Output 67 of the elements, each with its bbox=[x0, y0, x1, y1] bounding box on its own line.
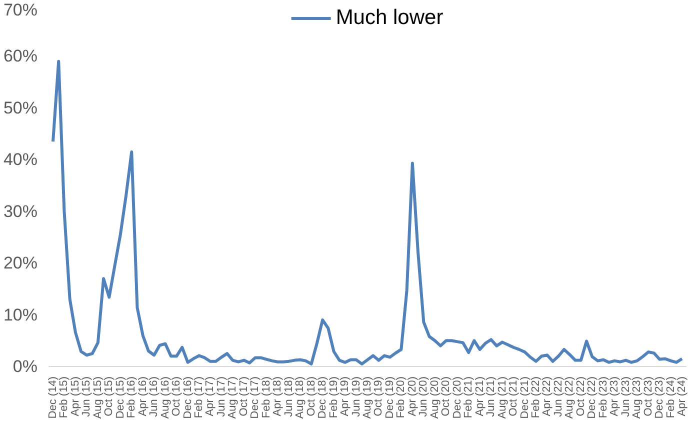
x-tick-label: Feb (19) bbox=[328, 376, 340, 418]
y-tick-label: 0% bbox=[12, 357, 38, 376]
x-tick-label: Jun (16) bbox=[148, 376, 160, 417]
x-tick-label: Dec (20) bbox=[451, 376, 464, 419]
x-tick-label: Oct (16) bbox=[170, 376, 183, 416]
y-tick-label: 20% bbox=[3, 254, 38, 273]
y-tick-label: 30% bbox=[3, 202, 38, 221]
x-tick-label: Apr (22) bbox=[541, 376, 554, 416]
x-tick-label: Aug (16) bbox=[159, 376, 172, 419]
legend-label: Much lower bbox=[336, 6, 444, 30]
x-tick-label: Oct (18) bbox=[305, 376, 318, 416]
x-tick-label: Dec (14) bbox=[46, 376, 59, 419]
x-tick-label: Apr (21) bbox=[474, 376, 486, 416]
x-tick-label: Dec (16) bbox=[182, 376, 194, 419]
x-tick-label: Feb (16) bbox=[126, 376, 138, 418]
x-tick-label: Feb (17) bbox=[193, 376, 206, 418]
x-tick-label: Aug (15) bbox=[92, 376, 104, 419]
x-tick-label: Aug (20) bbox=[428, 376, 441, 419]
x-tick-label: Apr (16) bbox=[136, 376, 149, 416]
x-tick-label: Oct (20) bbox=[440, 376, 452, 416]
x-tick-label: Aug (18) bbox=[294, 376, 306, 419]
x-tick-label: Dec (19) bbox=[384, 376, 396, 419]
x-tick-label: Oct (21) bbox=[508, 376, 520, 416]
line-series bbox=[51, 60, 684, 366]
x-tick-label: Aug (22) bbox=[564, 376, 576, 419]
x-tick-label: Jun (21) bbox=[485, 376, 498, 417]
x-tick-label: Oct (22) bbox=[574, 376, 587, 416]
y-tick-label: 40% bbox=[3, 150, 38, 170]
x-tick-label: Feb (24) bbox=[664, 376, 677, 418]
y-tick-label: 10% bbox=[3, 305, 38, 324]
x-tick-label: Apr (19) bbox=[339, 376, 352, 416]
x-tick-label: Oct (17) bbox=[238, 376, 250, 416]
x-tick-label: Dec (15) bbox=[114, 376, 126, 419]
x-tick-label: Oct (19) bbox=[372, 376, 385, 416]
x-tick-label: Dec (23) bbox=[654, 376, 666, 419]
x-tick-label: Oct (15) bbox=[103, 376, 116, 416]
x-tick-label: Jun (18) bbox=[282, 376, 295, 417]
x-tick-label: Aug (17) bbox=[226, 376, 239, 419]
x-tick-label: Apr (20) bbox=[406, 376, 418, 416]
x-tick-label: Apr (15) bbox=[69, 376, 82, 416]
x-tick-label: Aug (19) bbox=[362, 376, 374, 419]
y-tick-label: 70% bbox=[3, 0, 38, 20]
x-tick-label: Apr (18) bbox=[272, 376, 284, 416]
x-tick-label: Feb (22) bbox=[530, 376, 542, 418]
x-tick-label: Dec (17) bbox=[249, 376, 262, 419]
x-tick-label: Apr (24) bbox=[676, 376, 688, 416]
x-tick-label: Jun (15) bbox=[80, 376, 93, 417]
x-tick-label: Jun (23) bbox=[620, 376, 632, 417]
x-tick-label: Jun (17) bbox=[215, 376, 228, 417]
x-tick-label: Feb (20) bbox=[395, 376, 408, 418]
x-tick-label: Dec (21) bbox=[518, 376, 531, 419]
x-tick-label: Aug (21) bbox=[496, 376, 508, 419]
x-tick-label: Jun (19) bbox=[350, 376, 362, 417]
x-tick-label: Dec (18) bbox=[316, 376, 329, 419]
y-tick-label: 60% bbox=[3, 46, 38, 66]
x-tick-label: Feb (21) bbox=[462, 376, 475, 418]
x-tick-label: Jun (20) bbox=[418, 376, 430, 417]
x-tick-label: Oct (23) bbox=[642, 376, 654, 416]
x-tick-label: Feb (15) bbox=[58, 376, 70, 418]
x-tick-label: Apr (17) bbox=[204, 376, 216, 416]
x-tick-label: Jun (22) bbox=[552, 376, 564, 417]
y-tick-label: 50% bbox=[3, 98, 38, 118]
x-tick-label: Apr (23) bbox=[608, 376, 621, 416]
x-tick-label: Feb (23) bbox=[597, 376, 610, 418]
x-tick-label: Dec (22) bbox=[586, 376, 598, 419]
x-tick-label: Aug (23) bbox=[631, 376, 644, 419]
x-tick-label: Feb (18) bbox=[260, 376, 272, 418]
